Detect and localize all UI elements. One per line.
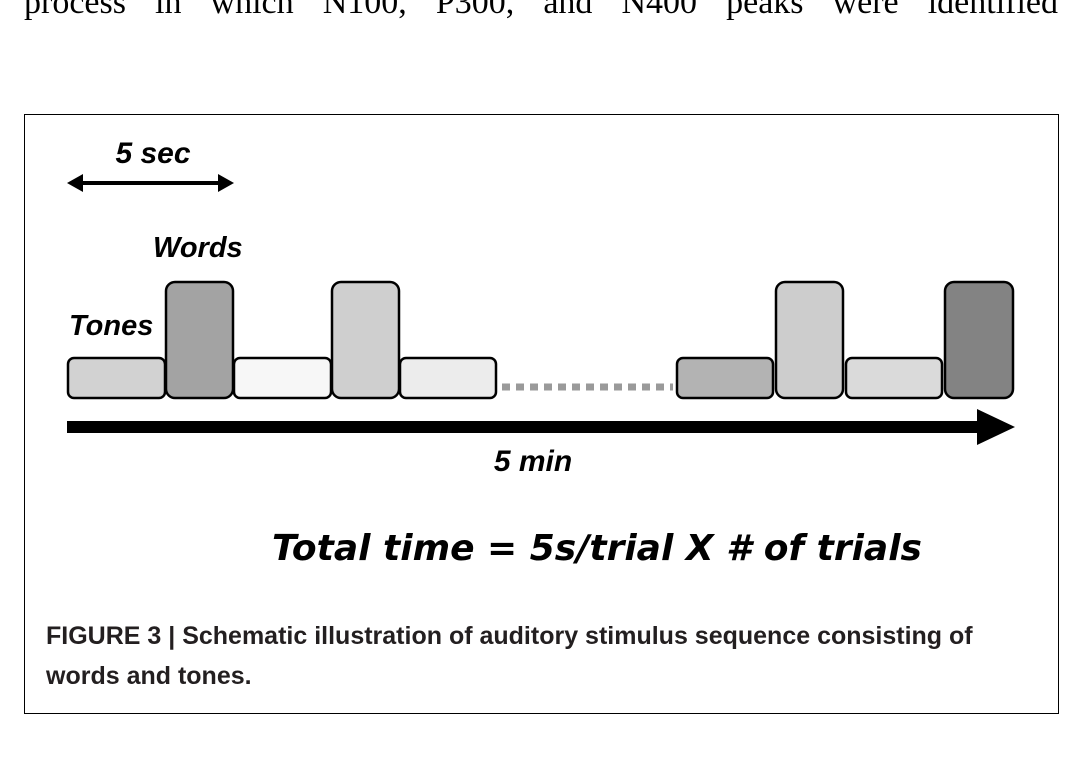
tone-block-4	[675, 356, 775, 400]
tone-block-1	[66, 356, 167, 400]
tone-block-2	[232, 356, 333, 400]
scale-label: 5 sec	[115, 137, 190, 170]
scale-bar-right-arrowhead	[218, 174, 234, 192]
scale-bar-left-arrowhead	[67, 174, 83, 192]
tones-label: Tones	[69, 310, 153, 342]
word-block-2	[330, 280, 401, 400]
timeline-arrowhead	[977, 409, 1015, 445]
time-label: 5 min	[494, 445, 572, 478]
word-block-3	[774, 280, 845, 400]
stimulus-sequence-diagram: 5 sec Words Tones 5 min Total time = 5s/…	[66, 137, 1015, 569]
tone-block-5	[844, 356, 944, 400]
word-block-1	[164, 280, 235, 400]
figure-caption-text: Schematic illustration of auditory stimu…	[46, 622, 973, 690]
figure-caption: FIGURE 3 | Schematic illustration of aud…	[46, 616, 1006, 696]
body-text-partial-line: process in which N100, P300, and N400 pe…	[24, 0, 1058, 21]
word-block-4	[943, 280, 1015, 400]
figure-frame: 5 sec Words Tones 5 min Total time = 5s/…	[24, 114, 1059, 714]
words-label: Words	[153, 232, 243, 264]
total-time-formula: Total time = 5s/trial X # of trials	[272, 528, 922, 569]
timeline-arrow-shaft	[67, 421, 983, 433]
tone-block-3	[398, 356, 498, 400]
figure-caption-label: FIGURE 3 |	[46, 622, 176, 650]
